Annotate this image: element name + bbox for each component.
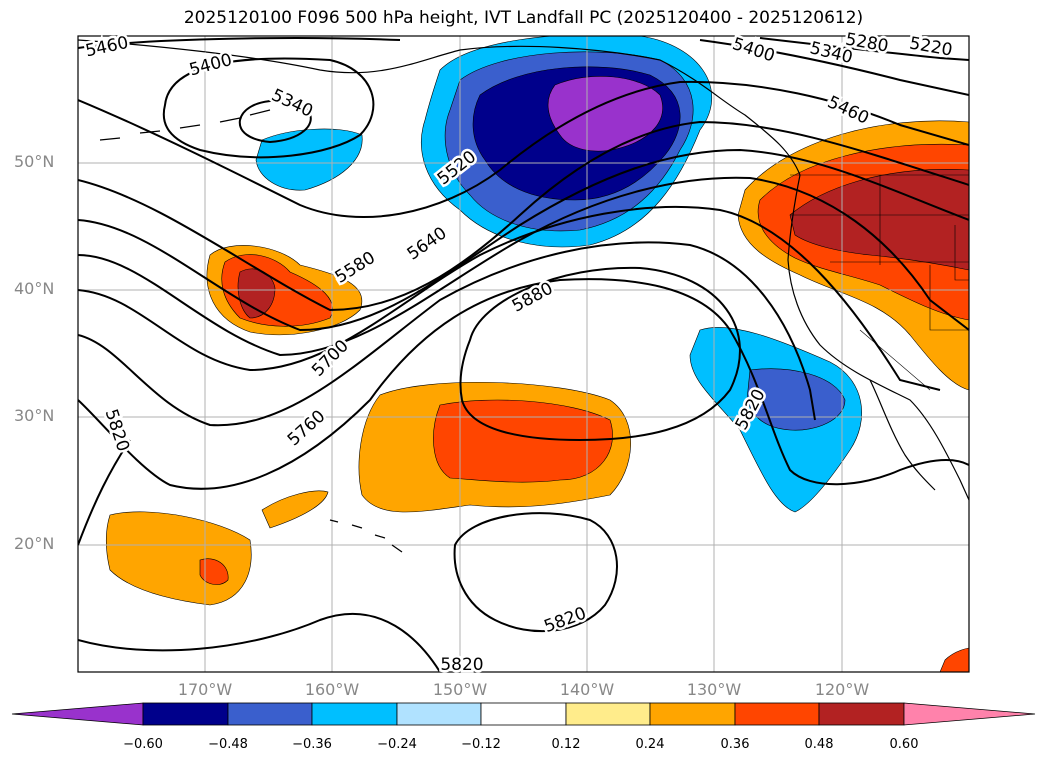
contour-band-1 bbox=[78, 80, 969, 219]
contour-band-4 bbox=[78, 176, 969, 357]
colorbar-bin bbox=[311, 702, 398, 726]
colorbar-tick-label: 0.48 bbox=[804, 737, 834, 752]
contour-5820-west bbox=[78, 278, 969, 490]
colorbar-tick-label: −0.48 bbox=[208, 737, 248, 752]
lon-label-140w: 140°W bbox=[559, 680, 615, 699]
contour-5820-closed bbox=[453, 512, 618, 633]
colorbar-tick-label: 0.60 bbox=[889, 737, 919, 752]
contour-5820-west-2 bbox=[78, 439, 131, 546]
contour-ne-2 bbox=[759, 37, 969, 61]
contour-label: 5460 bbox=[84, 33, 130, 62]
colorbar-extend-low bbox=[11, 702, 144, 726]
lat-label-50n: 50°N bbox=[14, 152, 55, 171]
colorbar-tick-label: 0.12 bbox=[551, 737, 581, 752]
map-frame bbox=[77, 35, 970, 673]
lat-label-30n: 30°N bbox=[14, 406, 55, 425]
lon-label-130w: 130°W bbox=[686, 680, 742, 699]
contour-label: 5820 bbox=[101, 407, 133, 454]
ivt-positive-shading bbox=[105, 120, 969, 672]
coast-north-america bbox=[787, 174, 969, 501]
lon-label-160w: 160°W bbox=[304, 680, 360, 699]
contour-5400-closed-low bbox=[162, 57, 375, 159]
shade-north-pacific-core bbox=[547, 76, 663, 152]
contour-band-2 bbox=[78, 120, 969, 312]
colorbar-tick-label: −0.12 bbox=[461, 737, 501, 752]
coast-baja bbox=[869, 379, 936, 491]
colorbar-bin bbox=[649, 702, 736, 726]
colorbar-bin bbox=[396, 702, 482, 726]
colorbar-bin bbox=[565, 702, 651, 726]
colorbar-bin bbox=[480, 702, 567, 726]
shade-pnw-dark bbox=[789, 169, 969, 271]
hawaii-islands bbox=[329, 519, 403, 553]
lat-label-40n: 40°N bbox=[14, 279, 55, 298]
contour-label: 5400 bbox=[187, 50, 234, 81]
contour-label: 5340 bbox=[268, 85, 316, 121]
lat-label-20n: 20°N bbox=[14, 534, 55, 553]
colorbar-bin bbox=[818, 702, 905, 726]
lon-label-120w: 120°W bbox=[814, 680, 870, 699]
colorbar-bin bbox=[734, 702, 820, 726]
shade-hawaii-red bbox=[199, 558, 229, 585]
contour-south bbox=[78, 613, 441, 672]
contour-label: 5760 bbox=[284, 406, 330, 450]
contour-ne-1 bbox=[699, 39, 969, 96]
colorbar-bin bbox=[227, 702, 313, 726]
contour-band-5 bbox=[78, 206, 941, 391]
contour-north-edge bbox=[78, 37, 401, 49]
aleutian-islands bbox=[99, 109, 271, 141]
colorbar-tick-label: 0.24 bbox=[635, 737, 665, 752]
colorbar-tick-label: 0.36 bbox=[720, 737, 750, 752]
state-borders bbox=[790, 174, 969, 391]
shade-se-corner bbox=[939, 647, 969, 672]
colorbar bbox=[11, 702, 1036, 726]
contour-label: 5820 bbox=[440, 655, 483, 675]
contour-label: 5580 bbox=[332, 248, 379, 288]
contour-label: 5460 bbox=[824, 92, 872, 128]
contour-5880 bbox=[459, 266, 741, 442]
contour-5340-closed-low bbox=[238, 99, 312, 144]
colorbar-tick-label: −0.60 bbox=[123, 737, 163, 752]
figure-title: 2025120100 F096 500 hPa height, IVT Land… bbox=[183, 8, 864, 28]
colorbar-bin bbox=[142, 702, 229, 726]
contour-band-3 bbox=[78, 148, 969, 332]
contour-band-6 bbox=[78, 241, 816, 427]
contour-label: 5640 bbox=[404, 223, 451, 264]
contour-label: 5700 bbox=[308, 336, 353, 381]
contour-label: 5820 bbox=[542, 604, 589, 638]
colorbar-tick-label: −0.36 bbox=[292, 737, 332, 752]
colorbar-tick-label: −0.24 bbox=[377, 737, 417, 752]
contour-label: 5220 bbox=[908, 33, 954, 60]
lon-label-150w: 150°W bbox=[432, 680, 488, 699]
shade-aleutian bbox=[255, 128, 363, 191]
height-contours bbox=[78, 37, 969, 672]
colorbar-extend-high bbox=[903, 702, 1036, 726]
shade-hawaii-streak bbox=[261, 490, 329, 529]
lon-label-170w: 170°W bbox=[177, 680, 233, 699]
shade-hawaii-orange bbox=[105, 511, 252, 606]
ivt-negative-shading bbox=[255, 36, 862, 513]
